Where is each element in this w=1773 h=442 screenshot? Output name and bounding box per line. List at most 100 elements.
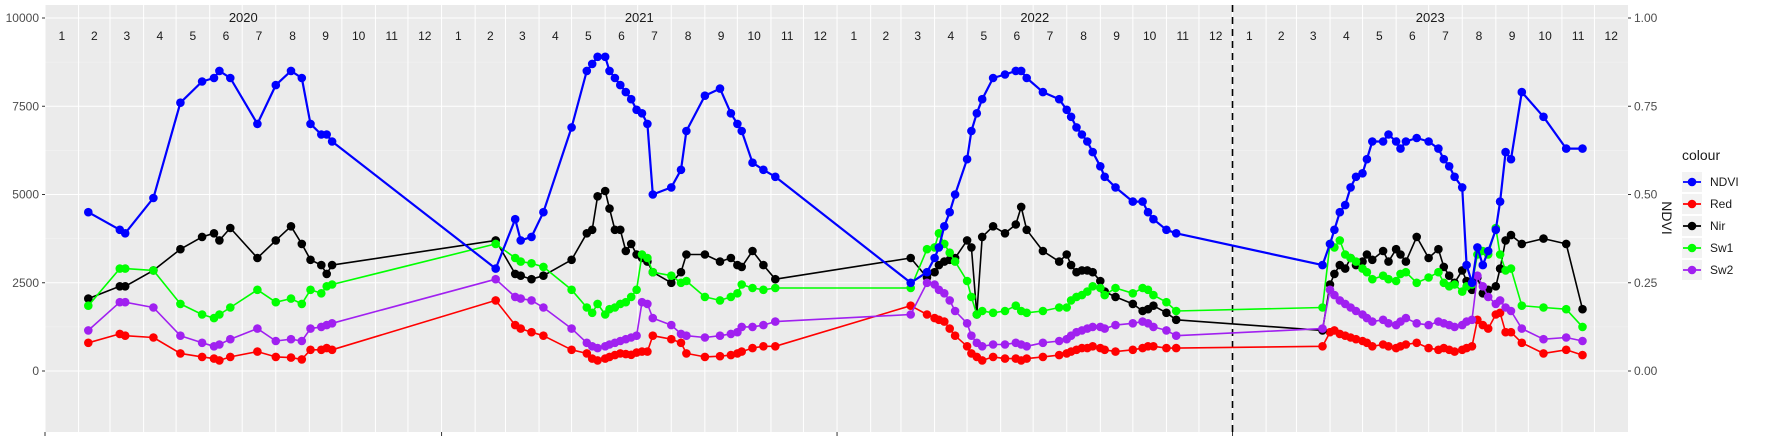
data-point-red [1517, 338, 1527, 348]
data-point-ndvi [510, 214, 520, 224]
month-label: 10 [1143, 29, 1157, 43]
data-point-sw2 [1473, 271, 1482, 281]
data-point-ndvi [209, 73, 219, 83]
month-label: 12 [814, 29, 828, 43]
data-point-nir [667, 278, 676, 288]
data-point-sw2 [1022, 342, 1031, 351]
legend-label: Nir [1710, 219, 1725, 233]
data-point-sw2 [1088, 322, 1097, 332]
data-point-sw1 [1578, 322, 1587, 332]
data-point-nir [1434, 244, 1443, 254]
data-point-ndvi [1506, 154, 1516, 164]
data-point-sw1 [648, 267, 658, 277]
data-point-ndvi [600, 52, 610, 62]
data-point-nir [1439, 262, 1449, 272]
legend-label: NDVI [1710, 175, 1739, 189]
data-point-ndvi [1434, 144, 1443, 153]
month-label: 12 [418, 29, 432, 43]
data-point-ndvi [759, 165, 768, 175]
data-point-sw1 [1062, 303, 1071, 312]
data-point-red [1022, 354, 1031, 363]
year-label: 2023 [1416, 10, 1445, 25]
data-point-ndvi [286, 66, 296, 76]
data-point-ndvi [516, 236, 525, 245]
data-point-sw2 [1162, 326, 1171, 335]
right-axis-tick-label: 0.00 [1634, 364, 1658, 378]
data-point-nir [1506, 230, 1516, 240]
data-point-ndvi [934, 243, 944, 252]
data-point-red [906, 301, 915, 311]
data-point-nir [120, 282, 130, 291]
data-point-sw1 [1384, 274, 1393, 284]
data-point-sw2 [715, 331, 725, 341]
data-point-sw1 [1391, 276, 1401, 286]
data-point-sw2 [1318, 324, 1327, 333]
data-point-red [516, 324, 525, 333]
data-point-sw1 [1000, 306, 1010, 316]
data-point-ndvi [610, 73, 620, 83]
legend: colour NDVI Red Nir Sw1 Sw2 [1682, 147, 1739, 280]
data-point-red [527, 327, 536, 337]
data-point-sw1 [149, 266, 158, 275]
data-point-nir [1539, 234, 1548, 243]
month-label: 5 [190, 29, 197, 43]
data-point-sw2 [491, 274, 501, 284]
data-point-red [226, 352, 235, 362]
data-point-red [988, 352, 998, 362]
month-label: 1 [1246, 29, 1253, 43]
data-point-red [197, 352, 207, 362]
data-point-ndvi [700, 91, 710, 100]
data-point-red [327, 345, 337, 355]
data-point-sw1 [632, 285, 641, 295]
data-point-red [297, 355, 307, 364]
month-label: 4 [1343, 29, 1350, 43]
month-label: 9 [718, 29, 725, 43]
data-point-sw2 [1517, 324, 1527, 333]
data-point-ndvi [226, 73, 235, 83]
data-point-sw2 [516, 294, 525, 303]
data-point-red [977, 356, 987, 365]
data-point-sw2 [940, 289, 949, 298]
data-point-sw2 [215, 340, 224, 349]
data-point-nir [676, 267, 686, 277]
data-point-red [962, 342, 972, 351]
data-point-ndvi [1149, 214, 1158, 224]
data-point-red [940, 317, 949, 326]
data-point-ndvi [197, 77, 207, 86]
data-point-nir [516, 271, 525, 281]
data-point-ndvi [1088, 147, 1097, 157]
data-point-ndvi [271, 80, 281, 90]
data-point-ndvi [637, 109, 647, 118]
data-point-red [759, 342, 768, 351]
data-point-ndvi [1439, 154, 1449, 164]
data-point-sw2 [197, 338, 207, 348]
data-point-ndvi [1491, 225, 1501, 235]
data-point-sw2 [226, 334, 235, 344]
data-point-red [253, 347, 262, 356]
month-label: 9 [1509, 29, 1516, 43]
data-point-nir [621, 246, 631, 256]
data-point-sw2 [1412, 319, 1421, 328]
legend-item-sw1: Sw1 [1682, 238, 1734, 258]
data-point-sw1 [516, 257, 525, 266]
data-point-nir [700, 250, 710, 259]
data-point-sw2 [759, 320, 768, 330]
data-point-nir [1016, 202, 1026, 212]
data-point-nir [737, 262, 746, 272]
data-point-nir [1358, 257, 1367, 266]
plot-panel [45, 5, 1628, 432]
data-point-nir [1011, 220, 1021, 229]
data-point-ndvi [1318, 260, 1327, 270]
data-point-nir [317, 260, 326, 270]
data-point-sw1 [715, 296, 725, 305]
data-point-red [648, 331, 658, 341]
data-point-nir [1062, 250, 1071, 259]
data-point-ndvi [322, 130, 332, 139]
data-point-sw1 [1143, 285, 1153, 295]
series-layer [84, 5, 1587, 432]
data-point-sw2 [271, 336, 281, 346]
data-point-sw2 [120, 297, 130, 307]
data-point-sw2 [1000, 340, 1010, 349]
data-point-ndvi [643, 119, 652, 129]
